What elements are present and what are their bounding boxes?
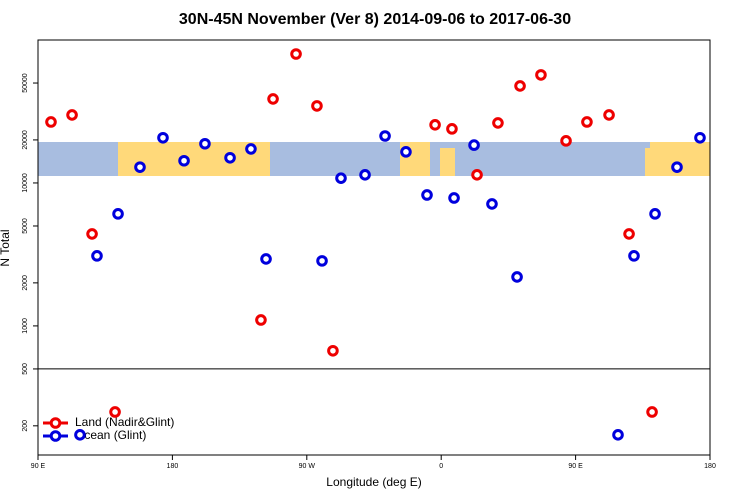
point <box>400 146 412 158</box>
map-land <box>270 142 400 176</box>
point <box>66 109 78 121</box>
point <box>446 123 458 135</box>
y-tick-label: 2000 <box>22 275 29 291</box>
y-tick-label: 5000 <box>22 218 29 234</box>
map-land <box>455 148 645 176</box>
x-axis-label: Longitude (deg E) <box>326 475 421 489</box>
chart-title: 30N-45N November (Ver 8) 2014-09-06 to 2… <box>179 11 571 28</box>
legend-marker <box>49 430 62 442</box>
point <box>514 80 526 92</box>
point <box>486 198 498 210</box>
y-tick-label: 20000 <box>22 130 29 150</box>
x-tick-label: 180 <box>167 463 179 470</box>
point <box>157 131 169 144</box>
y-tick-label: 200 <box>22 420 29 432</box>
point <box>335 172 347 184</box>
x-tick-label: 90 W <box>299 463 316 470</box>
point <box>311 100 323 112</box>
y-tick-label: 500 <box>22 363 29 375</box>
point <box>112 208 124 220</box>
legend-marker <box>49 417 62 429</box>
point <box>267 93 279 105</box>
y-tick-label: 1000 <box>22 318 29 334</box>
point <box>379 130 391 142</box>
legend: Land (Nadir&Glint)Ocean (Glint) <box>43 415 174 442</box>
map-land <box>430 142 440 176</box>
point <box>245 143 257 155</box>
y-axis-label: N Total <box>0 229 12 266</box>
point <box>109 406 121 418</box>
point <box>492 117 504 129</box>
point <box>646 406 658 418</box>
point <box>429 119 441 131</box>
point <box>649 208 661 220</box>
point <box>45 116 57 128</box>
point <box>327 344 339 357</box>
point <box>260 253 272 265</box>
point <box>224 151 236 164</box>
point <box>421 189 433 201</box>
point <box>86 228 98 240</box>
point <box>255 314 267 326</box>
point <box>671 161 683 173</box>
map-land <box>38 142 118 176</box>
x-tick-label: 90 E <box>31 463 46 470</box>
point <box>694 131 706 144</box>
map-strip <box>38 142 710 176</box>
point <box>74 429 86 441</box>
x-tick-label: 90 E <box>568 463 583 470</box>
point <box>603 109 615 121</box>
point <box>623 228 635 240</box>
point <box>628 250 640 262</box>
point <box>560 135 572 147</box>
point <box>612 429 624 441</box>
y-tick-label: 10000 <box>22 173 29 193</box>
point <box>359 169 371 181</box>
x-tick-label: 0 <box>439 463 443 470</box>
point <box>448 192 460 204</box>
point <box>199 137 211 150</box>
point <box>290 48 302 60</box>
x-tick-label: 180 <box>704 463 716 470</box>
y-tick-label: 50000 <box>22 73 29 93</box>
plot-frame <box>37 39 711 456</box>
point <box>471 169 483 181</box>
map-land <box>440 142 650 148</box>
point <box>91 250 103 262</box>
point <box>581 116 593 128</box>
point <box>134 161 146 173</box>
point <box>511 271 523 283</box>
point <box>316 255 328 267</box>
legend-label: Land (Nadir&Glint) <box>75 415 174 429</box>
legend-label: Ocean (Glint) <box>75 428 146 442</box>
point <box>178 154 190 167</box>
point <box>535 69 547 81</box>
point <box>468 139 480 151</box>
